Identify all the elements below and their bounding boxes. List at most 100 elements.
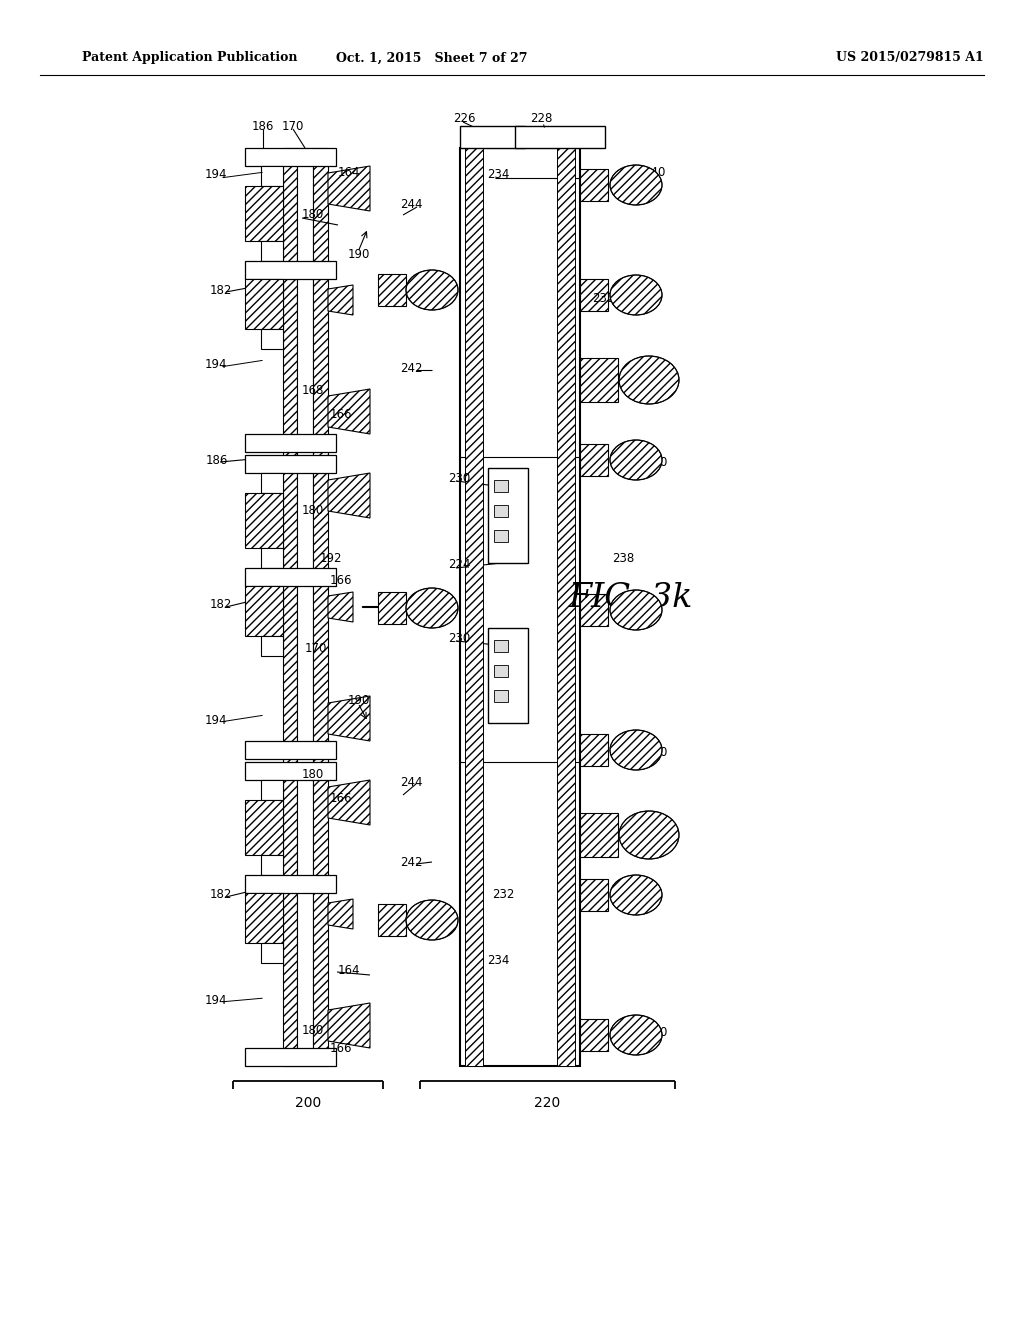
Bar xyxy=(245,875,336,894)
Bar xyxy=(378,275,406,306)
Bar xyxy=(245,455,336,473)
Polygon shape xyxy=(328,285,353,315)
Bar xyxy=(261,242,283,261)
Ellipse shape xyxy=(406,271,458,310)
Text: 182: 182 xyxy=(210,888,232,902)
Bar xyxy=(261,636,283,656)
Text: 242: 242 xyxy=(400,362,423,375)
Bar xyxy=(245,586,283,636)
Text: 166: 166 xyxy=(330,792,352,804)
Text: 194: 194 xyxy=(205,714,227,726)
Bar xyxy=(494,480,508,492)
Text: 190: 190 xyxy=(348,248,371,261)
Text: 234: 234 xyxy=(487,953,509,966)
Text: 194: 194 xyxy=(205,994,227,1006)
Ellipse shape xyxy=(610,875,662,915)
Bar xyxy=(580,279,608,312)
Bar xyxy=(460,125,525,148)
Text: 186: 186 xyxy=(206,454,228,466)
Text: 240: 240 xyxy=(645,455,668,469)
Bar xyxy=(245,894,283,942)
Text: 230: 230 xyxy=(449,631,470,644)
Text: 180: 180 xyxy=(302,768,325,781)
Polygon shape xyxy=(328,899,353,929)
Ellipse shape xyxy=(610,730,662,770)
Text: 234: 234 xyxy=(487,519,509,532)
Text: 170: 170 xyxy=(305,642,328,655)
Ellipse shape xyxy=(618,356,679,404)
Text: 244: 244 xyxy=(400,776,423,788)
Bar xyxy=(245,762,336,780)
Text: 224: 224 xyxy=(449,558,470,572)
Polygon shape xyxy=(328,1003,370,1048)
Ellipse shape xyxy=(406,587,458,628)
Ellipse shape xyxy=(618,810,679,859)
Text: 236: 236 xyxy=(645,366,668,379)
Text: 232: 232 xyxy=(492,709,514,722)
Text: 194: 194 xyxy=(205,169,227,181)
Text: 164: 164 xyxy=(338,165,360,178)
Bar xyxy=(245,1048,336,1067)
Bar xyxy=(245,492,283,548)
Text: 182: 182 xyxy=(210,598,232,611)
Bar xyxy=(261,855,283,875)
Bar xyxy=(580,813,618,857)
Text: 240: 240 xyxy=(643,165,666,178)
Bar xyxy=(261,942,283,964)
Bar xyxy=(245,186,283,242)
Ellipse shape xyxy=(610,1015,662,1055)
Bar xyxy=(245,148,336,166)
Bar xyxy=(297,148,313,1067)
Bar xyxy=(580,169,608,201)
Text: 232: 232 xyxy=(592,292,614,305)
Bar xyxy=(460,148,580,1067)
Bar xyxy=(580,734,608,766)
Bar xyxy=(465,148,483,1067)
Text: 220: 220 xyxy=(535,1096,560,1110)
Polygon shape xyxy=(328,780,370,825)
Text: 200: 200 xyxy=(295,1096,322,1110)
Text: 240: 240 xyxy=(645,1026,668,1039)
Bar xyxy=(494,640,508,652)
Bar xyxy=(245,741,336,759)
Bar xyxy=(580,1019,608,1051)
Ellipse shape xyxy=(610,440,662,480)
Ellipse shape xyxy=(610,275,662,315)
Text: 240: 240 xyxy=(645,746,668,759)
Bar xyxy=(494,506,508,517)
Text: US 2015/0279815 A1: US 2015/0279815 A1 xyxy=(837,51,984,65)
Text: 182: 182 xyxy=(210,284,232,297)
Text: 228: 228 xyxy=(530,111,552,124)
Ellipse shape xyxy=(610,165,662,205)
Bar xyxy=(261,548,283,568)
Polygon shape xyxy=(328,389,370,434)
Bar xyxy=(283,148,297,1067)
Bar xyxy=(494,531,508,543)
Bar xyxy=(245,800,283,855)
Text: 192: 192 xyxy=(319,552,342,565)
Bar xyxy=(488,628,528,723)
Bar xyxy=(515,125,605,148)
Text: 232: 232 xyxy=(492,888,514,902)
Text: Patent Application Publication: Patent Application Publication xyxy=(82,51,298,65)
Text: 236: 236 xyxy=(645,832,668,845)
Bar xyxy=(261,780,283,800)
Bar xyxy=(261,166,283,186)
Text: 166: 166 xyxy=(330,1041,352,1055)
Text: 238: 238 xyxy=(612,552,634,565)
Text: 226: 226 xyxy=(453,111,475,124)
Text: 166: 166 xyxy=(330,408,352,421)
Text: 194: 194 xyxy=(205,359,227,371)
Polygon shape xyxy=(328,591,353,622)
Bar xyxy=(494,690,508,702)
Text: 186: 186 xyxy=(252,120,274,132)
Polygon shape xyxy=(328,696,370,741)
Text: 164: 164 xyxy=(338,964,360,977)
Bar xyxy=(494,665,508,677)
Polygon shape xyxy=(328,473,370,517)
Text: 242: 242 xyxy=(400,855,423,869)
Text: 180: 180 xyxy=(302,1023,325,1036)
Bar xyxy=(261,329,283,348)
Bar xyxy=(557,148,575,1067)
Bar xyxy=(488,469,528,564)
